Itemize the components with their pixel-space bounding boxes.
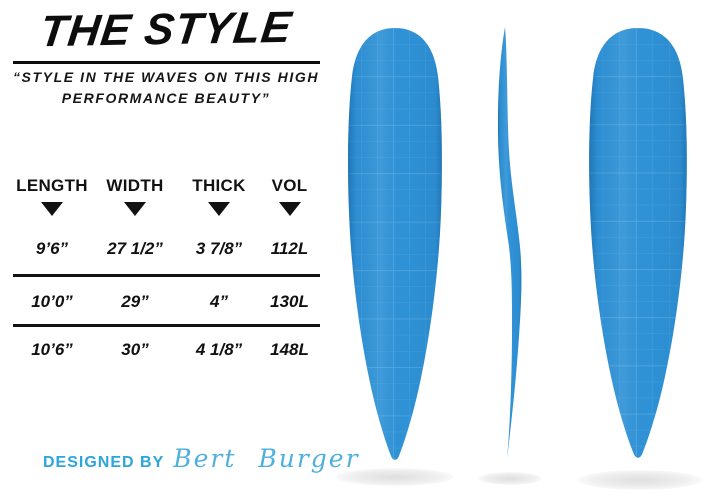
board-shading-overlay <box>498 27 522 460</box>
title-divider <box>13 61 320 64</box>
board-shadow <box>478 472 542 485</box>
triangle-down-icon <box>208 202 230 216</box>
tagline-line-2: PERFORMANCE BEAUTY” <box>61 90 271 106</box>
width-value: 30” <box>121 340 149 359</box>
surfboard-back-view <box>589 28 687 458</box>
designed-by-label: DESIGNED BY <box>43 454 165 471</box>
page-title: THE STYLE <box>37 2 295 57</box>
length-value: 9’6” <box>35 239 69 258</box>
triangle-down-icon <box>124 202 146 216</box>
width-value: 27 1/2” <box>107 239 163 258</box>
designer-signature: Bert Burger <box>173 444 360 473</box>
thick-value: 4 1/8” <box>195 340 243 359</box>
surfboard-side-view <box>498 27 522 460</box>
board-shadow <box>336 468 454 486</box>
specs-table: LENGTH WIDTH THICK VOL 9’6” 27 1/2” 3 7/… <box>13 176 320 360</box>
surfboard-front-view <box>348 28 442 460</box>
specs-header-row: LENGTH WIDTH THICK VOL <box>13 176 320 196</box>
triangle-down-icon <box>278 202 301 216</box>
table-row: 10’0” 29” 4” 130L <box>13 277 320 327</box>
vol-value: 130L <box>270 292 309 311</box>
thick-value: 3 7/8” <box>195 239 243 258</box>
column-header-width: WIDTH <box>106 176 164 195</box>
designer-credit: DESIGNED BY Bert Burger <box>43 444 360 473</box>
table-row: 9’6” 27 1/2” 3 7/8” 112L <box>13 239 320 277</box>
length-value: 10’0” <box>31 292 73 311</box>
board-shading-overlay <box>589 28 687 458</box>
thick-value: 4” <box>210 292 228 311</box>
vol-value: 148L <box>270 340 309 359</box>
column-header-vol: VOL <box>271 176 308 195</box>
length-value: 10’6” <box>31 340 73 359</box>
width-value: 29” <box>121 292 149 311</box>
table-row: 10’6” 30” 4 1/8” 148L <box>13 327 320 360</box>
vol-value: 112L <box>270 239 309 258</box>
board-shadow <box>578 470 702 490</box>
triangle-down-icon <box>41 202 63 216</box>
column-header-thick: THICK <box>192 176 246 195</box>
board-shading-overlay <box>348 28 442 460</box>
specs-indicator-row <box>13 202 320 216</box>
tagline-line-1: “STYLE IN THE WAVES ON THIS HIGH <box>12 69 320 85</box>
column-header-length: LENGTH <box>16 176 88 195</box>
